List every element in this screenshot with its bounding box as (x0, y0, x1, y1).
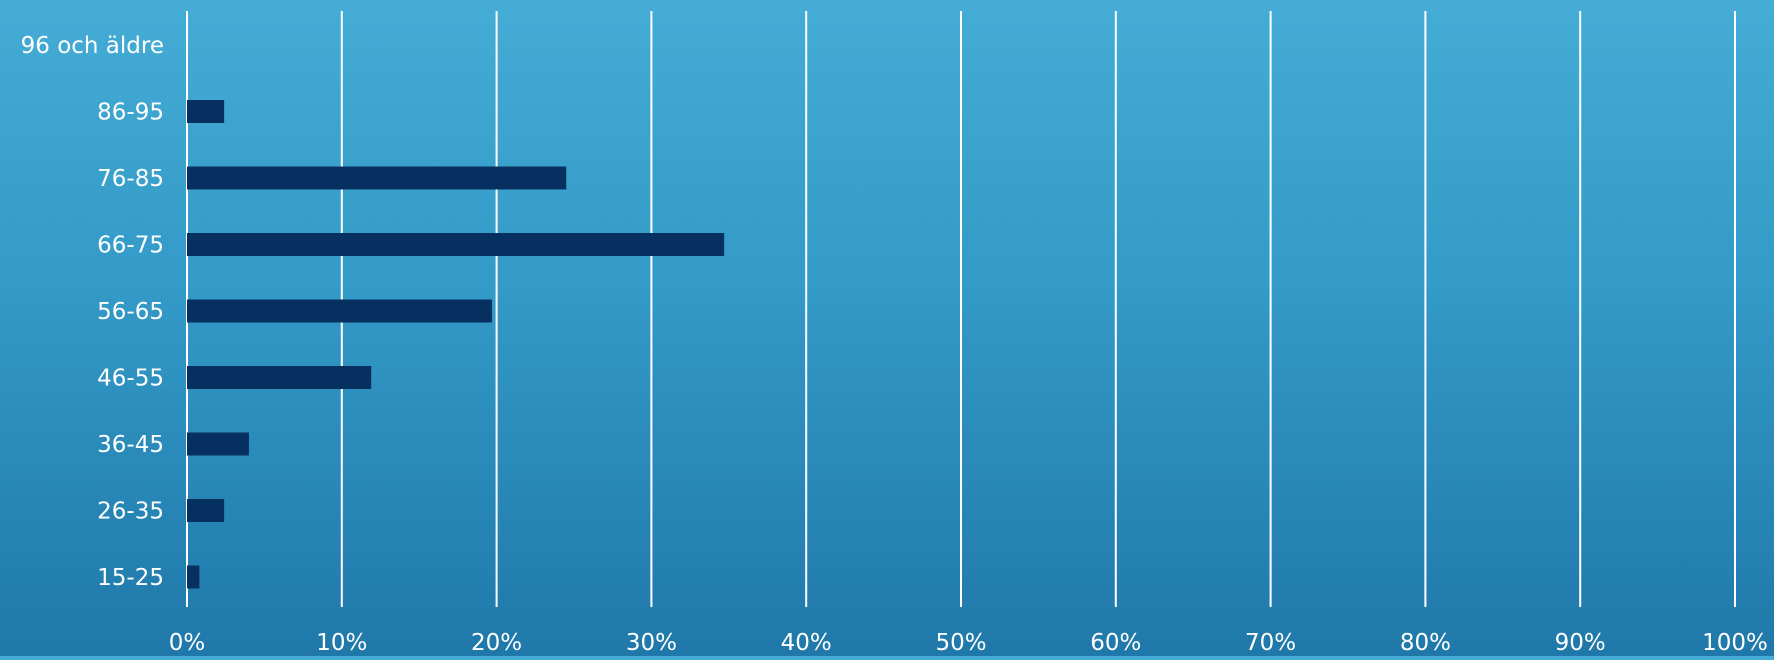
category-label: 56-65 (97, 299, 164, 325)
category-label: 15-25 (97, 565, 164, 591)
bars (187, 100, 725, 589)
category-label: 26-35 (97, 499, 164, 525)
bar (187, 233, 725, 256)
category-label: 66-75 (97, 233, 164, 259)
x-tick-label: 40% (781, 630, 832, 656)
bar (187, 366, 372, 389)
category-label: 76-85 (97, 166, 164, 192)
category-labels: 96 och äldre 86-95 76-85 66-75 56-65 46-55 36-… (21, 33, 164, 591)
x-tick-label: 30% (626, 630, 677, 656)
x-tick-label: 20% (471, 630, 522, 656)
x-tick-label: 80% (1400, 630, 1451, 656)
bar (187, 100, 225, 123)
bar (187, 299, 492, 323)
bar (187, 166, 567, 190)
category-label: 36-45 (97, 432, 164, 458)
x-tick-label: 60% (1090, 630, 1141, 656)
x-tick-label: 100% (1702, 630, 1768, 656)
x-tick-label: 10% (316, 630, 367, 656)
x-tick-label: 70% (1245, 630, 1296, 656)
category-label: 86-95 (97, 100, 164, 126)
bar (187, 499, 225, 522)
category-label: 46-55 (97, 366, 164, 392)
bar (187, 432, 249, 456)
x-tick-label: 90% (1555, 630, 1606, 656)
gridlines (186, 11, 1736, 607)
x-tick-labels: 0% 10% 20% 30% 40% 50% 60% 70% 80% 90% 100% (169, 630, 1768, 656)
category-label: 96 och äldre (21, 33, 164, 59)
x-tick-label: 50% (935, 630, 986, 656)
x-tick-label: 0% (169, 630, 206, 656)
bar (187, 565, 200, 589)
